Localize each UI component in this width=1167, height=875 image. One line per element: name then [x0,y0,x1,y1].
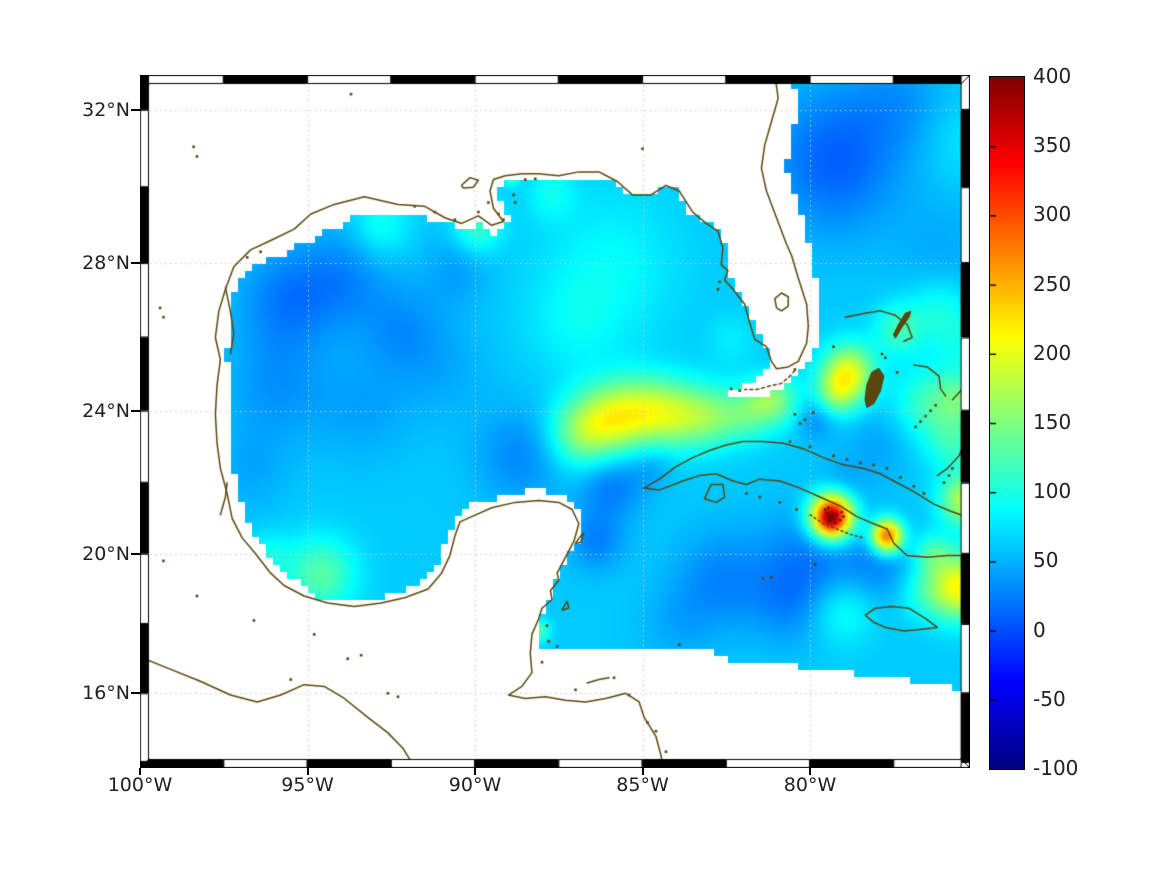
colorbar-tick-label: 350 [1033,133,1072,158]
lon-tick-label: 100°W [107,774,173,796]
colorbar-tick-label: 400 [1033,64,1072,88]
colorbar-tick-label: 250 [1033,271,1072,296]
lon-tick-label: 95°W [281,774,334,796]
map-canvas [140,75,970,768]
lon-tick-mark [306,768,309,775]
lat-tick-mark [131,552,140,555]
colorbar [989,76,1025,770]
colorbar-tick-label: 0 [1033,617,1046,642]
lat-tick-label: 16°N [82,682,130,705]
lat-tick-mark [131,262,140,265]
lon-tick-label: 90°W [448,774,502,796]
colorbar-tick-label: 50 [1033,548,1059,573]
lat-tick-label: 28°N [82,252,130,275]
lon-tick-mark [641,768,644,775]
lat-tick-label: 32°N [82,98,130,121]
lat-tick-label: 20°N [82,542,130,565]
lon-tick-label: 85°W [616,774,669,796]
lat-tick-label: 24°N [82,399,130,422]
colorbar-tick-label: 200 [1033,340,1072,365]
colorbar-tick-label: -100 [1033,756,1079,780]
colorbar-tick-label: 100 [1033,479,1072,504]
lat-tick-mark [131,409,140,412]
lon-tick-label: 80°W [783,774,837,796]
colorbar-tick-label: 300 [1033,202,1072,227]
colorbar-tick-label: -50 [1033,686,1066,711]
lon-tick-mark [139,768,141,775]
colorbar-tick-label: 150 [1033,410,1072,434]
lat-tick-mark [131,108,140,111]
lat-tick-mark [131,692,140,695]
lon-tick-mark [809,768,811,775]
lon-tick-mark [474,768,476,775]
